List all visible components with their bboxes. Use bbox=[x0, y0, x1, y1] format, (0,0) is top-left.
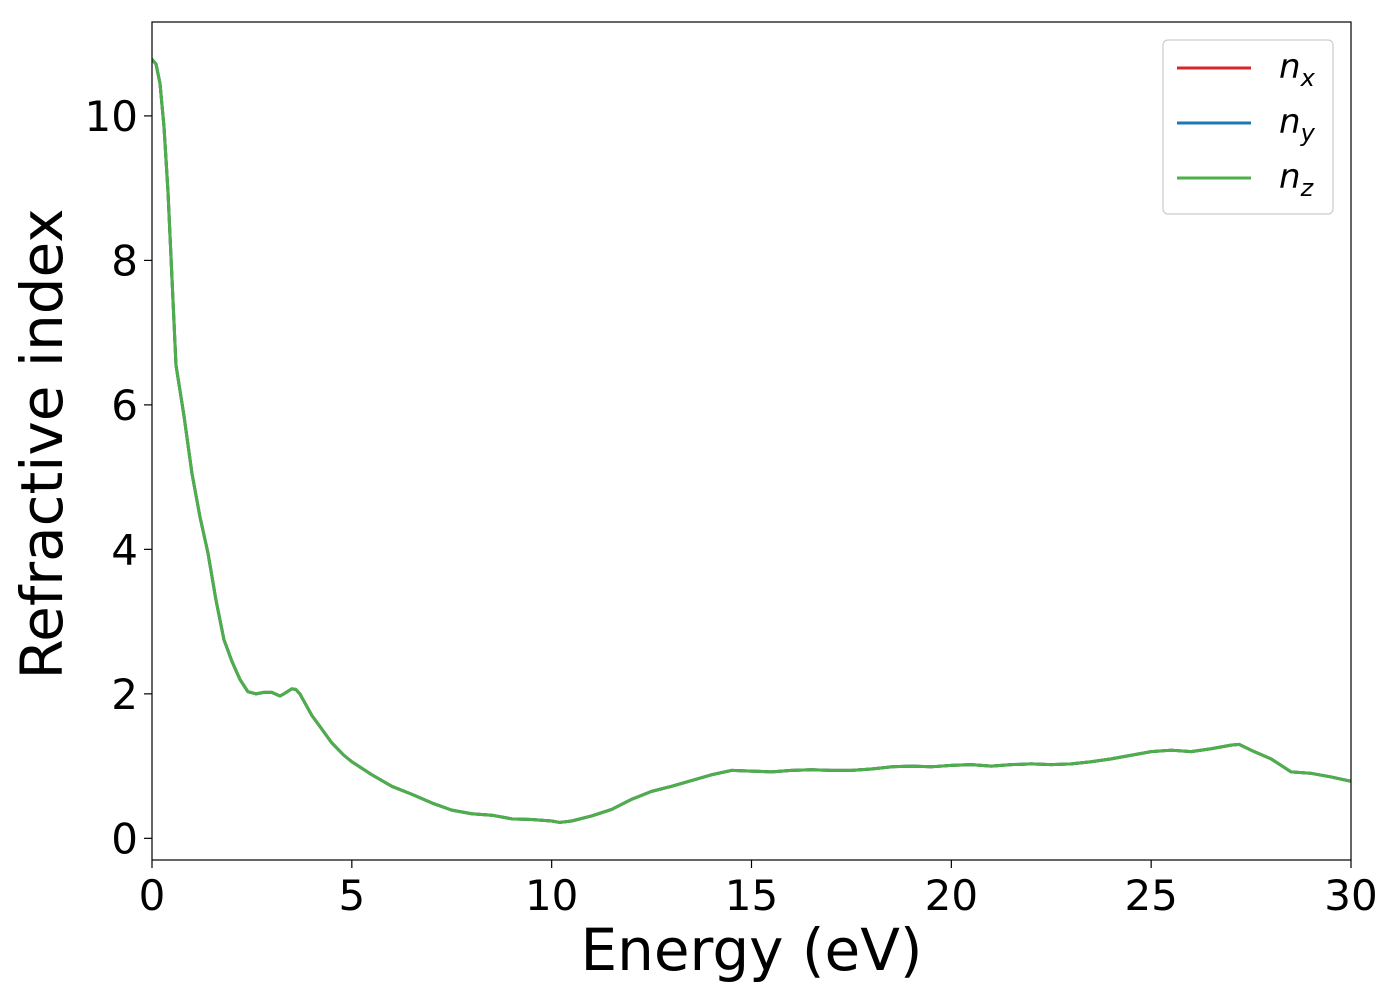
x-tick-label: 20 bbox=[925, 871, 978, 920]
legend-label-nz: nz bbox=[1279, 157, 1315, 202]
y-tick-label: 6 bbox=[111, 381, 138, 430]
legend-label-nx: nx bbox=[1279, 47, 1316, 92]
y-tick-label: 8 bbox=[111, 236, 138, 285]
x-tick-label: 15 bbox=[725, 871, 778, 920]
legend-box bbox=[1162, 39, 1334, 215]
series-layer bbox=[152, 58, 1351, 824]
x-tick-label: 30 bbox=[1324, 871, 1377, 920]
series-line-nz bbox=[152, 58, 1351, 824]
x-tick-label: 25 bbox=[1124, 871, 1177, 920]
legend-label-ny: ny bbox=[1279, 102, 1316, 147]
y-tick-label: 0 bbox=[111, 814, 138, 863]
x-tick-label: 5 bbox=[338, 871, 365, 920]
x-axis-ticks: 0 5 10 15 20 25 30 bbox=[139, 860, 1378, 920]
legend: nx ny nz bbox=[1162, 39, 1334, 215]
y-tick-label: 4 bbox=[111, 525, 138, 574]
y-tick-label: 2 bbox=[111, 670, 138, 719]
y-tick-label: 10 bbox=[85, 92, 138, 141]
y-axis-title: Refractive index bbox=[8, 208, 76, 679]
y-axis-ticks: 0 2 4 6 8 10 bbox=[85, 92, 152, 863]
x-tick-label: 0 bbox=[139, 871, 166, 920]
x-tick-label: 10 bbox=[525, 871, 578, 920]
x-axis-title: Energy (eV) bbox=[580, 916, 922, 984]
